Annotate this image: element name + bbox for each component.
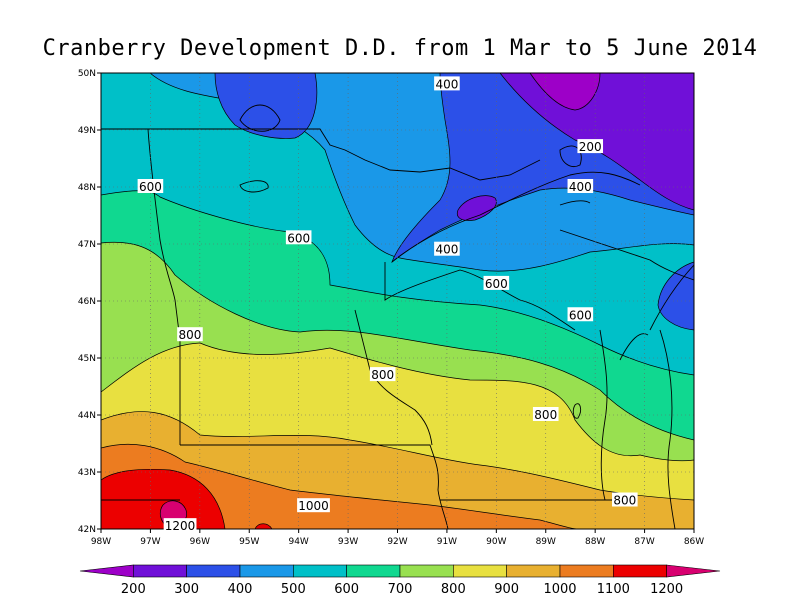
lat-tick-label: 48N [78, 183, 96, 193]
contour-label-bg [577, 139, 604, 154]
contour-label-bg [567, 179, 594, 193]
lon-tick-label: 92W [387, 537, 407, 547]
lake-superior-shore [391, 171, 641, 263]
contour-label-bg [285, 230, 312, 245]
axis-ticks: 50N 49N 48N 47N 46N 45N 44N 43N 42N 98W 97W 96W 95W 9… [78, 69, 704, 547]
contour-label-bg [567, 307, 594, 322]
colorbar-label: 400 [228, 582, 253, 597]
lon-tick-label: 94W [288, 537, 308, 547]
field-300-400-east [657, 261, 694, 331]
colorbar-label: 800 [441, 582, 466, 597]
contour-label: 800 [178, 328, 201, 342]
contour-label-bg [137, 179, 164, 193]
contour-label-bg [483, 275, 510, 290]
contour-label-bg [434, 76, 460, 91]
lon-tick-label: 97W [140, 537, 160, 547]
contour-label-bg [434, 241, 460, 256]
contour-label: 400 [435, 77, 458, 91]
lat-tick-label: 49N [78, 126, 96, 136]
colorbar-swatch [239, 564, 294, 578]
colorbar-swatch [453, 564, 507, 578]
contour-label-bg [369, 367, 396, 382]
colorbar-label: 1000 [543, 582, 576, 597]
colorbar: 200 300 400 500 600 700 800 900 1000 1100 1200 [79, 564, 721, 597]
lat-tick-label: 46N [78, 297, 96, 307]
contour-label: 800 [371, 368, 394, 382]
contour-label-bg [163, 518, 197, 533]
michigan-up [559, 229, 694, 281]
contour-label: 200 [579, 140, 602, 154]
lat-tick-label: 47N [78, 240, 96, 250]
us-canada-border [101, 128, 541, 181]
map-title: Cranberry Development D.D. from 1 Mar to… [42, 36, 758, 61]
lake-huron-west [649, 264, 694, 331]
lon-tick-label: 98W [91, 537, 111, 547]
contour-label-bg [612, 492, 638, 507]
colorbar-label: 500 [281, 582, 306, 597]
colorbar-swatch [186, 564, 241, 578]
contour-label-bg [177, 327, 203, 342]
field-1100-1200 [101, 468, 226, 529]
colorbar-label: 300 [174, 582, 199, 597]
lon-tick-label: 91W [437, 537, 457, 547]
lake-nipigon [559, 145, 582, 167]
colorbar-label: 1100 [597, 582, 630, 597]
mississippi-river [354, 309, 433, 446]
lon-tick-label: 95W [239, 537, 259, 547]
colorbar-label: 900 [494, 582, 519, 597]
contour-label: 800 [534, 408, 557, 422]
lon-tick-label: 93W [338, 537, 358, 547]
colorbar-swatch [133, 564, 187, 578]
lat-tick-label: 50N [78, 69, 96, 79]
colorbar-swatch [346, 564, 401, 578]
lat-tick-label: 44N [78, 411, 96, 421]
colorbar-swatch [666, 564, 721, 578]
colorbar-swatch [559, 564, 614, 578]
lake-michigan-east [659, 329, 676, 529]
contour-label: 600 [139, 180, 162, 194]
lon-tick-label: 87W [634, 537, 654, 547]
contour-label: 600 [287, 231, 310, 245]
isle-royale [559, 200, 591, 206]
contour-label-bg [532, 407, 559, 421]
door-peninsula [619, 333, 649, 361]
lat-tick-label: 45N [78, 354, 96, 364]
south-border [180, 444, 449, 529]
lon-tick-label: 90W [486, 537, 506, 547]
wisconsin-north [384, 262, 576, 331]
colorbar-swatch [79, 564, 134, 578]
colorbar-swatch [293, 564, 347, 578]
contour-label: 600 [485, 277, 508, 291]
contour-label: 400 [435, 243, 458, 257]
contour-labels: 400 200 400 600 600 400 600 600 800 800 800 1000 800… [137, 76, 638, 533]
colorbar-swatch [613, 564, 667, 578]
field-200-300-lake [456, 195, 497, 221]
lat-tick-label: 43N [78, 468, 96, 478]
colorbar-label: 200 [121, 582, 146, 597]
boundaries [101, 104, 694, 529]
lake-michigan-west [599, 329, 608, 501]
lake-winnebago [572, 403, 582, 419]
lon-tick-label: 86W [684, 537, 704, 547]
colorbar-swatch [399, 564, 454, 578]
colorbar-label: 1200 [650, 582, 683, 597]
contour-label: 1200 [165, 519, 196, 533]
contour-label: 1000 [298, 499, 329, 513]
red-lake [239, 180, 269, 193]
lon-tick-label: 89W [536, 537, 556, 547]
colorbar-swatch [506, 564, 561, 578]
lon-tick-label: 88W [585, 537, 605, 547]
colorbar-label: 600 [334, 582, 359, 597]
lat-tick-label: 42N [78, 525, 96, 535]
contour-label: 600 [569, 308, 592, 322]
colorbar-label: 700 [388, 582, 413, 597]
lon-tick-label: 96W [190, 537, 210, 547]
contour-label: 800 [613, 494, 636, 508]
lake-of-woods [239, 104, 281, 132]
field-1000-1100 [101, 443, 581, 529]
contour-label-bg [297, 498, 330, 513]
field-under-200 [529, 73, 601, 111]
contour-label: 400 [569, 180, 592, 194]
